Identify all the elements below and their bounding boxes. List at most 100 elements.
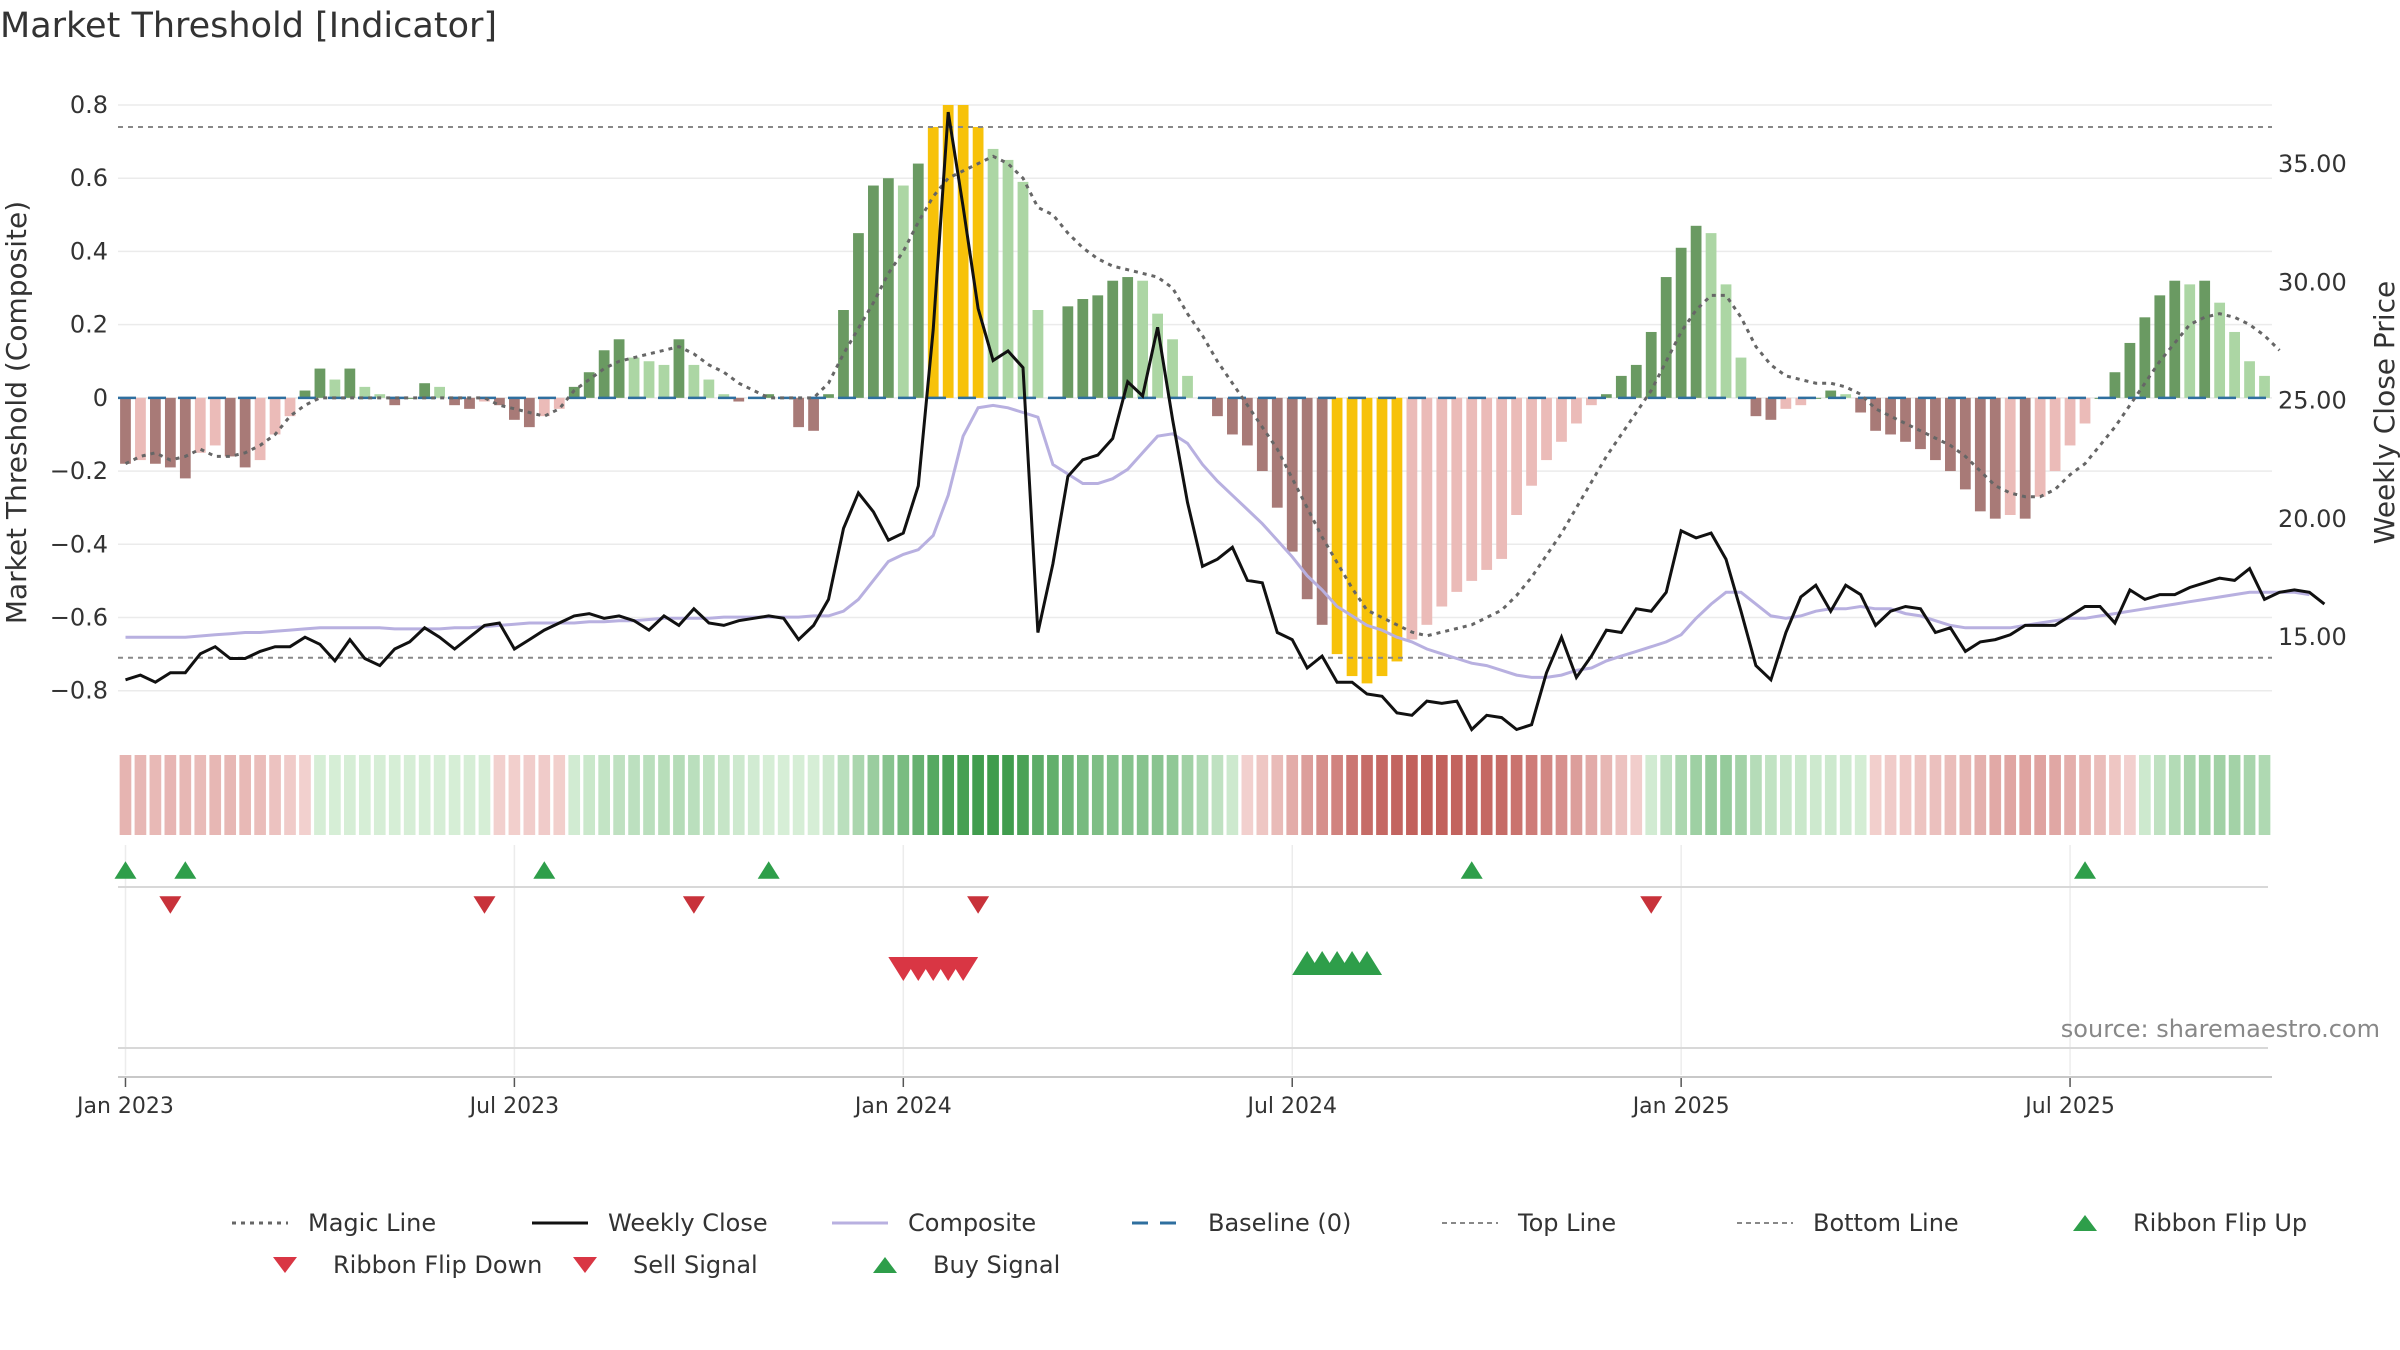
- composite-bar: [1930, 397, 1941, 461]
- legend-label: Buy Signal: [933, 1251, 1061, 1279]
- ribbon-cell: [179, 755, 192, 835]
- composite-bar: [882, 178, 894, 398]
- composite-line: [125, 403, 2310, 679]
- composite-bar: [224, 397, 236, 457]
- composite-bar: [868, 185, 879, 398]
- ribbon-cell: [373, 755, 386, 835]
- composite-bar: [2124, 342, 2136, 398]
- composite-bar: [1137, 280, 1149, 398]
- ribbon-cell: [358, 755, 371, 835]
- solid-line: [532, 1221, 588, 1225]
- composite-bar: [2019, 397, 2031, 519]
- ribbon-cell: [1540, 755, 1553, 835]
- ribbon-cell: [2079, 755, 2091, 835]
- ribbon-cell: [239, 755, 251, 835]
- composite-bar: [120, 397, 131, 464]
- ribbon-cell: [119, 755, 132, 835]
- legend-item: Magic Line: [230, 1205, 436, 1241]
- composite-bar: [1945, 397, 1956, 472]
- ribbon-cell: [1750, 755, 1762, 835]
- composite-bar: [344, 368, 356, 398]
- composite-bar: [553, 397, 565, 409]
- composite-bar: [703, 379, 715, 398]
- composite-bar: [2154, 295, 2166, 398]
- y-tick-right: 25.00: [2278, 387, 2347, 415]
- ribbon-cell: [1076, 755, 1089, 835]
- legend-label: Magic Line: [308, 1209, 437, 1237]
- ribbon-cell: [1914, 755, 1927, 835]
- y-tick-left: 0: [93, 384, 108, 412]
- ribbon-cell: [867, 755, 880, 835]
- ribbon-cell: [1151, 755, 1164, 835]
- composite-bar: [419, 383, 431, 398]
- composite-bar: [1346, 397, 1358, 677]
- ribbon-cell: [1271, 755, 1284, 835]
- ribbon-cell: [1959, 755, 1972, 835]
- legend-item: Weekly Close: [530, 1205, 768, 1241]
- composite-bar: [135, 397, 146, 461]
- composite-bar: [2259, 375, 2270, 398]
- ribbon-cell: [2049, 755, 2061, 835]
- composite-bar: [1286, 397, 1298, 552]
- ribbon-cell: [1181, 755, 1194, 835]
- composite-bar: [1406, 397, 1418, 640]
- triangle-up-icon: [873, 1257, 897, 1273]
- ribbon-cell: [2168, 755, 2181, 835]
- composite-bar: [464, 397, 475, 409]
- composite-bar: [733, 397, 745, 402]
- composite-bar: [434, 386, 445, 398]
- composite-bar: [1885, 397, 1896, 435]
- legend-label: Sell Signal: [633, 1251, 758, 1279]
- y-tick-right: 30.00: [2278, 268, 2347, 296]
- ribbon-cell: [1600, 755, 1613, 835]
- ribbon-cell: [1062, 755, 1074, 835]
- composite-bar: [2214, 302, 2226, 398]
- ribbon-flip-up-icon: [114, 861, 137, 879]
- composite-bar: [1586, 397, 1597, 406]
- composite-bar: [1825, 390, 1837, 398]
- ribbon-cell: [2139, 755, 2151, 835]
- ribbon-cell: [1361, 755, 1373, 835]
- ribbon-cell: [1765, 755, 1777, 835]
- ribbon-cell: [2198, 755, 2211, 835]
- ribbon-flip-down-icon: [967, 896, 990, 914]
- ribbon-cell: [433, 755, 446, 835]
- composite-bar: [1227, 397, 1238, 435]
- composite-bar: [404, 397, 416, 399]
- ribbon-cell: [1944, 755, 1957, 835]
- ribbon-cell: [2094, 755, 2106, 835]
- x-tick-label: Jan 2023: [75, 1094, 174, 1119]
- ribbon-cell: [224, 755, 237, 835]
- ribbon-cell: [164, 755, 177, 835]
- composite-bar: [1107, 280, 1119, 398]
- ribbon-cell: [1286, 755, 1299, 835]
- composite-bar: [1152, 313, 1163, 398]
- composite-bar: [179, 397, 191, 479]
- ribbon-flip-up-icon: [1460, 861, 1483, 879]
- y-axis-title-left: Market Threshold (Composite): [0, 201, 33, 624]
- y-tick-left: 0.8: [70, 91, 108, 119]
- composite-bar: [389, 397, 401, 406]
- composite-bar: [1660, 277, 1672, 398]
- composite-bar: [239, 397, 251, 468]
- legend-item: Ribbon Flip Down: [255, 1247, 542, 1283]
- ribbon-cell: [1196, 755, 1209, 835]
- ribbon-cell: [987, 755, 999, 835]
- ribbon-cell: [2124, 755, 2136, 835]
- ribbon-flip-down-icon: [1640, 896, 1663, 914]
- composite-bar: [1870, 397, 1881, 431]
- triangle-down-icon: [573, 1257, 597, 1273]
- composite-bar: [1062, 306, 1074, 398]
- ribbon-strip: [119, 755, 2271, 835]
- chart-title: Market Threshold [Indicator]: [0, 6, 498, 46]
- legend-label: Top Line: [1518, 1209, 1617, 1237]
- composite-bar: [1705, 233, 1717, 398]
- ribbon-cell: [613, 755, 625, 835]
- ribbon-cell: [2034, 755, 2046, 835]
- composite-bar: [254, 397, 266, 461]
- composite-bar: [2079, 397, 2091, 424]
- composite-bar: [1481, 397, 1493, 570]
- ribbon-cell: [1630, 755, 1643, 835]
- ribbon-cell: [1974, 755, 1987, 835]
